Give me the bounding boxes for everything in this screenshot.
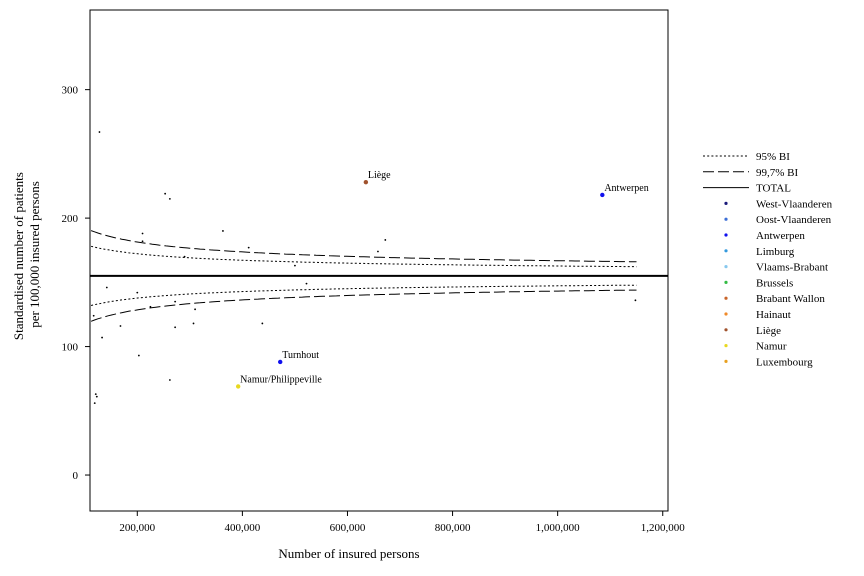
x-axis-label: Number of insured persons [278, 546, 419, 561]
point-label-namur-philippeville: Namur/Philippeville [240, 374, 322, 385]
legend-label-dashed: 99,7% BI [756, 167, 799, 179]
axes: 200,000 400,000 600,000 800,000 1,000,000 1,2… [62, 9, 686, 534]
point-namur-philippeville [235, 384, 241, 389]
plot-area: Liège Antwerpen Turnhout Namur/Philippevill… [90, 131, 668, 404]
data-point-27 [93, 402, 96, 404]
legend-label-dotted: 95% BI [756, 151, 790, 163]
data-point-6 [247, 246, 250, 249]
legend-label-oost-vlaanderen: Oost-Vlaanderen [756, 214, 832, 226]
data-point-5 [222, 230, 224, 232]
data-point-9 [377, 250, 379, 253]
data-point-18 [119, 325, 122, 327]
data-point-16 [194, 308, 196, 311]
legend-marker-li-ge [724, 328, 728, 332]
data-point-24 [168, 379, 171, 381]
legend-label-brussels: Brussels [756, 277, 793, 289]
data-point-7 [183, 255, 186, 258]
point-label-turnhout: Turnhout [282, 350, 319, 361]
legend-label-antwerpen: Antwerpen [756, 230, 805, 242]
data-point-8 [294, 264, 296, 267]
ci997-lower-line [90, 289, 637, 322]
legend-label-vlaams-brabant: Vlaams-Brabant [756, 262, 828, 274]
data-point-0 [98, 131, 101, 133]
data-point-4 [141, 240, 144, 243]
legend-marker-luxembourg [724, 359, 728, 363]
legend-label-brabant-wallon: Brabant Wallon [756, 293, 825, 305]
legend-marker-hainaut [724, 312, 728, 316]
x-tick-label-1: 400,000 [225, 522, 261, 534]
data-point-25 [94, 393, 97, 395]
x-tick-label-5: 1,200,000 [641, 522, 686, 534]
data-point-15 [174, 300, 177, 303]
data-point-19 [192, 322, 195, 325]
data-point-26 [95, 395, 98, 398]
y-tick-label-2: 200 [62, 213, 79, 225]
legend-marker-vlaams-brabant [724, 265, 728, 269]
data-point-2 [168, 197, 171, 200]
legend-marker-brabant-wallon [724, 296, 728, 300]
legend-marker-brussels [724, 280, 728, 284]
data-point-23 [137, 354, 140, 357]
y-axis-label-line-2: per 100,000 insured persons [27, 181, 42, 328]
legend-marker-limburg [724, 249, 728, 253]
legend-marker-oost-vlaanderen [724, 217, 728, 221]
y-tick-label-3: 300 [62, 85, 79, 97]
legend: 95% BI 99,7% BI TOTAL West-Vlaanderen Oost-V… [703, 151, 833, 368]
y-axis-label-line-1: Standardised number of patients [11, 172, 26, 340]
data-point-20 [174, 326, 177, 329]
legend-label-west-vlaanderen: West-Vlaanderen [756, 198, 833, 210]
y-tick-label-1: 100 [62, 342, 79, 354]
point-li-ge [363, 179, 369, 185]
legend-label-luxembourg: Luxembourg [756, 356, 813, 368]
data-point-12 [105, 286, 108, 289]
x-tick-label-0: 200,000 [119, 522, 155, 534]
data-point-11 [305, 282, 308, 285]
data-point-3 [141, 232, 144, 235]
ci997-upper-line [90, 230, 637, 263]
data-point-1 [164, 192, 167, 195]
legend-label-namur: Namur [756, 341, 787, 353]
point-label-antwerpen: Antwerpen [604, 183, 648, 194]
data-point-22 [101, 336, 103, 339]
ci95-upper-line [90, 245, 637, 268]
plot-frame [89, 9, 669, 512]
data-point-10 [384, 239, 387, 241]
point-antwerpen [600, 192, 605, 198]
point-turnhout [278, 359, 283, 365]
ci95-lower-line [90, 284, 637, 306]
data-point-14 [149, 305, 152, 308]
x-tick-label-3: 800,000 [435, 522, 471, 534]
legend-label-li-ge: Liège [756, 325, 781, 337]
legend-marker-namur [724, 344, 728, 348]
legend-marker-antwerpen [724, 233, 728, 237]
legend-label-limburg: Limburg [756, 246, 795, 258]
legend-marker-west-vlaanderen [724, 201, 728, 205]
legend-label-solid: TOTAL [756, 183, 791, 195]
y-axis-label: Standardised number of patients per 100,… [11, 169, 42, 340]
data-point-13 [136, 291, 139, 294]
data-point-21 [261, 322, 264, 325]
point-label-li-ge: Liège [368, 170, 391, 181]
legend-label-hainaut: Hainaut [756, 309, 791, 321]
plot-contents [90, 131, 668, 404]
x-tick-label-4: 1,000,000 [536, 522, 581, 534]
data-point-17 [92, 314, 95, 317]
data-point-28 [634, 299, 637, 302]
x-tick-label-2: 600,000 [330, 522, 366, 534]
y-tick-label-0: 0 [73, 470, 79, 482]
